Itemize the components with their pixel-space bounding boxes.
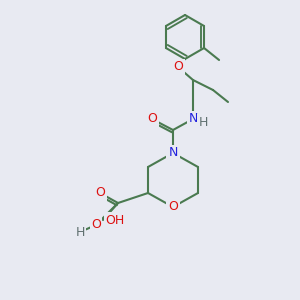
Text: H: H [198, 116, 208, 128]
Text: O: O [173, 61, 183, 74]
Text: O: O [147, 112, 157, 125]
Text: N: N [188, 112, 198, 125]
Text: O: O [91, 218, 101, 232]
Text: O: O [95, 187, 105, 200]
Text: OH: OH [105, 214, 124, 226]
Text: N: N [168, 146, 178, 160]
Text: H: H [75, 226, 85, 238]
Text: O: O [168, 200, 178, 214]
